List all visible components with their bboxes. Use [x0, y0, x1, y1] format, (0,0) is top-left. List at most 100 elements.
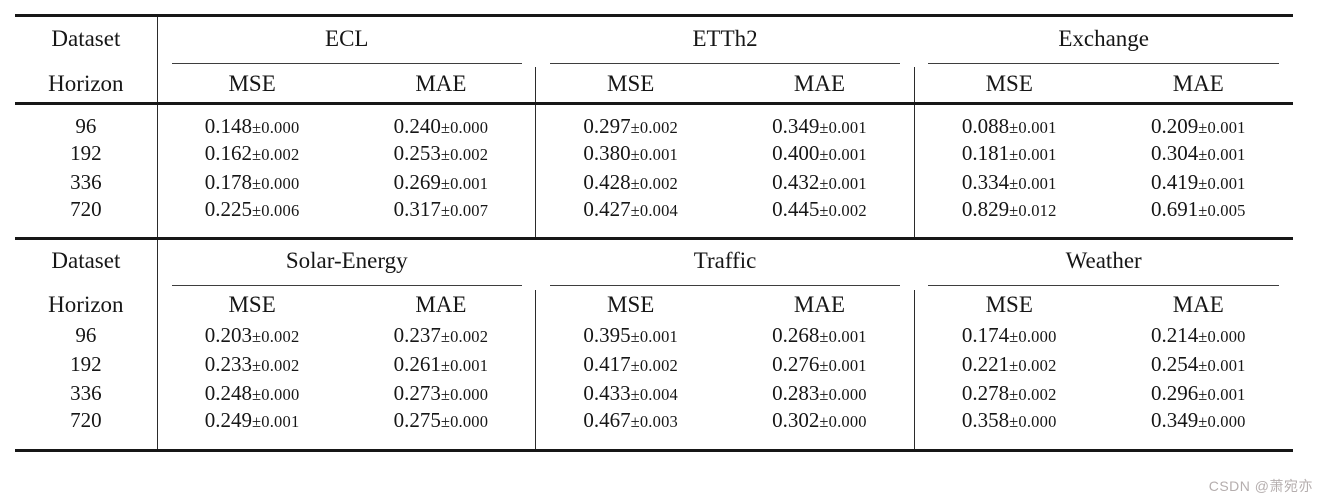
section-1-body: 96 0.148±0.000 0.240±0.000 0.297±0.002 0.349… [15, 103, 1293, 237]
std-value: ±0.012 [1009, 200, 1057, 220]
mean-value: 0.358 [961, 407, 1010, 432]
dataset-group-header: Traffic [693, 248, 757, 273]
mean-value: 0.334 [961, 169, 1010, 194]
std-value: ±0.000 [1198, 411, 1246, 431]
cmidrule-cell [536, 54, 915, 67]
std-value: ±0.000 [440, 411, 489, 431]
std-value: ±0.000 [252, 117, 300, 137]
value-cell: 0.358±0.000 [913, 407, 1104, 449]
value-cell: 0.148±0.000 [157, 103, 346, 139]
std-value: ±0.007 [440, 200, 489, 220]
mean-value: 0.691 [1151, 196, 1199, 221]
dataset-group-header: Exchange [1058, 25, 1150, 51]
value-cell: 0.253±0.002 [347, 139, 536, 168]
value-cell: 0.467±0.003 [535, 407, 726, 449]
metric-label: MAE [415, 292, 467, 317]
horizon-cell: 336 [15, 167, 158, 197]
std-value: ±0.001 [1198, 355, 1246, 375]
table-row: 192 0.233±0.002 0.261±0.001 0.417±0.002 0.27… [15, 349, 1293, 379]
value-cell: 0.445±0.002 [725, 197, 914, 237]
mean-value: 0.253 [393, 140, 441, 165]
horizon-cell: 336 [15, 378, 158, 408]
horizon-cell: 192 [15, 138, 158, 168]
group-underline [171, 62, 522, 64]
horizon-cell: 720 [15, 196, 158, 237]
cmidrule-cell [536, 277, 915, 290]
std-value: ±0.001 [1198, 173, 1246, 193]
cmidrule-row [15, 276, 1293, 290]
mean-value: 0.233 [204, 351, 253, 376]
dataset-group-header: Solar-Energy [285, 248, 408, 273]
dataset-header-row: Dataset ECL ETTh2 Exchange [15, 17, 1293, 54]
mean-value: 0.148 [204, 113, 253, 138]
std-value: ±0.001 [819, 173, 867, 193]
std-value: ±0.001 [819, 144, 867, 164]
value-cell: 0.433±0.004 [535, 378, 726, 408]
std-value: ±0.001 [819, 326, 867, 346]
metric-label: MAE [793, 292, 846, 317]
std-value: ±0.000 [252, 384, 300, 404]
metric-label: MSE [228, 292, 276, 317]
value-cell: 0.334±0.001 [913, 167, 1104, 197]
metric-label: MAE [1103, 67, 1293, 105]
mean-value: 0.317 [393, 196, 441, 221]
cmidrule-cell [157, 277, 536, 290]
mean-value: 0.203 [204, 322, 253, 347]
horizon-cell: 720 [15, 407, 158, 449]
mean-value: 0.427 [583, 196, 631, 221]
value-cell: 0.178±0.000 [157, 168, 346, 197]
value-cell: 0.297±0.002 [535, 103, 726, 139]
std-value: ±0.001 [1009, 144, 1057, 164]
std-value: ±0.002 [252, 355, 300, 375]
mean-value: 0.162 [204, 140, 253, 165]
metric-header-row: Horizon MSE MAE MSE MAE MSE MAE [15, 289, 1293, 321]
std-value: ±0.001 [819, 355, 867, 375]
std-value: ±0.004 [630, 384, 678, 404]
section-2-body: 96 0.203±0.002 0.237±0.002 0.395±0.001 0.268… [15, 320, 1293, 449]
std-value: ±0.005 [1198, 200, 1246, 220]
mean-value: 0.261 [393, 351, 441, 376]
group-underline [928, 285, 1279, 286]
std-value: ±0.001 [1009, 173, 1057, 193]
value-cell: 0.237±0.002 [347, 321, 536, 350]
value-cell: 0.269±0.001 [347, 168, 536, 197]
std-value: ±0.001 [1198, 144, 1246, 164]
cmidrule-cell [157, 54, 536, 67]
value-cell: 0.214±0.000 [1104, 321, 1293, 350]
std-value: ±0.000 [1009, 326, 1057, 346]
metric-label: MAE [1172, 292, 1224, 317]
dataset-group-header: ECL [325, 25, 369, 51]
value-cell: 0.162±0.002 [157, 139, 346, 168]
value-cell: 0.349±0.000 [1104, 408, 1293, 449]
results-table-section-2: Dataset Solar-Energy Traffic Weather Hor… [15, 239, 1293, 449]
mean-value: 0.181 [961, 140, 1010, 165]
value-cell: 0.174±0.000 [913, 320, 1104, 350]
std-value: ±0.000 [1198, 326, 1246, 346]
table-row: 96 0.203±0.002 0.237±0.002 0.395±0.001 0.268… [15, 320, 1293, 350]
value-cell: 0.278±0.002 [913, 378, 1104, 408]
mean-value: 0.349 [772, 113, 820, 138]
horizon-cell: 96 [15, 320, 158, 350]
mean-value: 0.225 [204, 196, 253, 221]
metric-label: MSE [535, 289, 726, 321]
table-row: 192 0.162±0.002 0.253±0.002 0.380±0.001 0.40… [15, 138, 1293, 168]
value-cell: 0.273±0.000 [347, 379, 536, 408]
value-cell: 0.395±0.001 [535, 320, 726, 350]
std-value: ±0.000 [819, 384, 867, 404]
std-value: ±0.002 [819, 200, 867, 220]
std-value: ±0.001 [440, 355, 489, 375]
std-value: ±0.002 [440, 144, 489, 164]
value-cell: 0.249±0.001 [157, 408, 346, 449]
cmidrule-spacer [15, 276, 158, 290]
metric-label: MSE [913, 289, 1104, 321]
mean-value: 0.417 [583, 351, 631, 376]
bottom-rule [15, 448, 1293, 452]
mean-value: 0.349 [1150, 407, 1199, 432]
csdn-watermark: CSDN @萧宛亦 [1208, 478, 1313, 494]
std-value: ±0.002 [440, 326, 489, 346]
mean-value: 0.278 [961, 380, 1010, 405]
value-cell: 0.380±0.001 [535, 138, 726, 168]
dataset-group-header: ETTh2 [692, 25, 758, 51]
table-row: 720 0.249±0.001 0.275±0.000 0.467±0.003 0.30… [15, 407, 1293, 449]
metric-label: MSE [913, 67, 1104, 105]
